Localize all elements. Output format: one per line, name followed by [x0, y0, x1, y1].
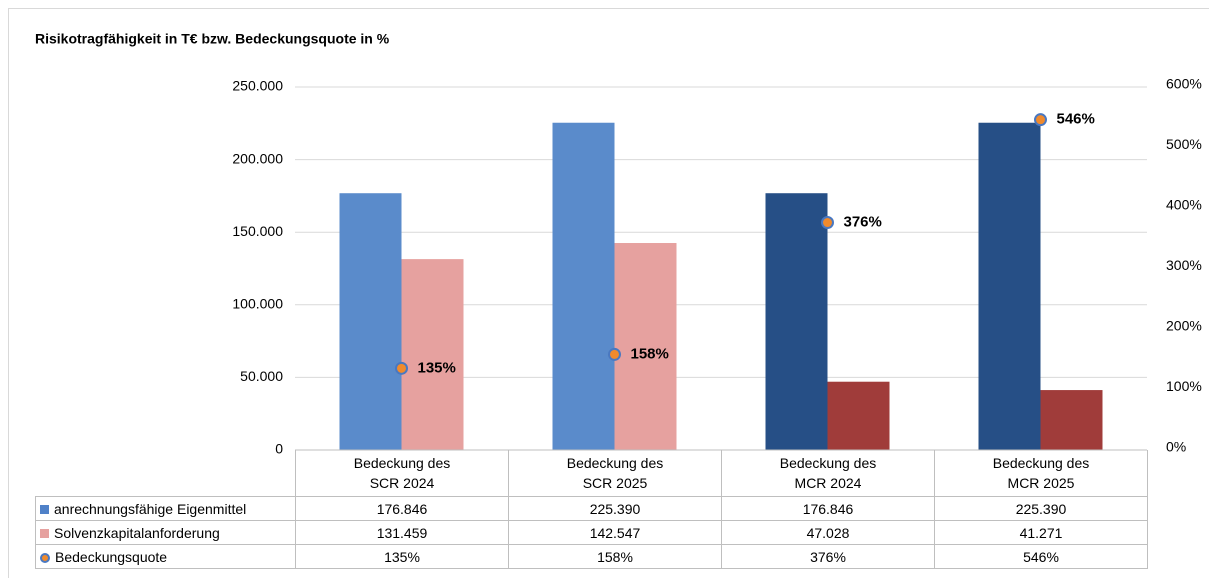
table-value: 376%: [721, 544, 935, 569]
table-row: Solvenzkapitalanforderung 131.459 142.547 4…: [35, 520, 1148, 545]
table-row: Bedeckungsquote 135% 158% 376% 546%: [35, 544, 1148, 569]
category-label: Bedeckung des MCR 2025: [934, 450, 1148, 497]
data-label: 546%: [1057, 111, 1095, 128]
bar: [978, 122, 1041, 451]
bar: [401, 259, 464, 450]
marker: [821, 216, 834, 230]
chart-title: Risikotragfähigkeit in T€ bzw. Bedeckung…: [35, 31, 390, 47]
data-label: 158%: [631, 345, 669, 362]
header-row: Bedeckung des SCR 2024 Bedeckung des SCR …: [36, 450, 1148, 497]
bar: [339, 193, 402, 450]
y2-tick-label: 500%: [1166, 136, 1202, 152]
bar: [614, 243, 677, 450]
legend-label: anrechnungsfähige Eigenmittel: [54, 500, 247, 517]
bar: [827, 381, 890, 450]
table-value: 546%: [934, 544, 1148, 569]
y2-tick-label: 600%: [1166, 76, 1202, 92]
table-value: 41.271: [934, 520, 1148, 545]
data-label: 376%: [844, 213, 882, 230]
data-table: Bedeckung des SCR 2024 Bedeckung des SCR …: [35, 450, 1148, 569]
table-value: 225.390: [508, 496, 722, 521]
category-label: Bedeckung des SCR 2025: [508, 450, 722, 497]
y-tick-label: 150.000: [232, 223, 283, 239]
y-tick-label: 0: [275, 441, 283, 457]
frame: [8, 8, 1209, 578]
legend-cell: Bedeckungsquote: [35, 544, 296, 569]
table-value: 47.028: [721, 520, 935, 545]
y-tick-label: 200.000: [232, 150, 283, 166]
y2-tick-label: 400%: [1166, 197, 1202, 213]
legend-label: Bedeckungsquote: [55, 548, 168, 565]
legend-label: Solvenzkapitalanforderung: [54, 524, 220, 541]
marker: [395, 361, 408, 375]
y2-tick-label: 300%: [1166, 257, 1202, 273]
y-tick-label: 100.000: [232, 296, 283, 312]
bar: [552, 122, 615, 451]
marker: [1034, 113, 1047, 127]
y2-tick-label: 100%: [1166, 378, 1202, 394]
legend-marker: [40, 552, 50, 563]
table-value: 142.547: [508, 520, 722, 545]
legend-swatch: [40, 528, 49, 538]
bar: [1040, 390, 1103, 450]
legend-cell: anrechnungsfähige Eigenmittel: [35, 496, 296, 521]
y2-tick-label: 200%: [1166, 318, 1202, 334]
table-value: 176.846: [295, 496, 509, 521]
category-label: Bedeckung des MCR 2024: [721, 450, 935, 497]
data-label: 135%: [418, 359, 456, 376]
table-value: 131.459: [295, 520, 509, 545]
table-row: anrechnungsfähige Eigenmittel 176.846 225.…: [35, 496, 1148, 521]
table-value: 176.846: [721, 496, 935, 521]
y-tick-label: 250.000: [232, 78, 283, 94]
blank-cell: [36, 450, 296, 497]
y-tick-label: 50.000: [240, 368, 283, 384]
bar: [765, 193, 828, 450]
table-value: 225.390: [934, 496, 1148, 521]
category-label: Bedeckung des SCR 2024: [295, 450, 509, 497]
y2-tick-label: 0%: [1166, 439, 1186, 455]
legend-cell: Solvenzkapitalanforderung: [35, 520, 296, 545]
legend-swatch: [40, 504, 49, 514]
marker: [608, 347, 621, 361]
table-value: 158%: [508, 544, 722, 569]
table-value: 135%: [295, 544, 509, 569]
